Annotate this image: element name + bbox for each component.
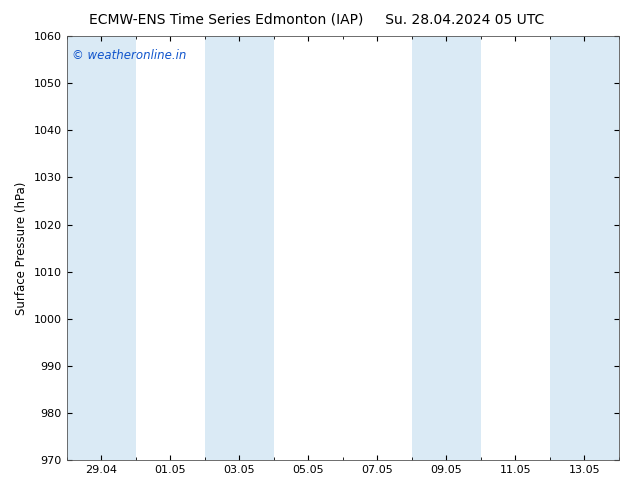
Y-axis label: Surface Pressure (hPa): Surface Pressure (hPa) (15, 181, 28, 315)
Bar (205, 36, 274, 460)
Text: ECMW-ENS Time Series Edmonton (IAP)     Su. 28.04.2024 05 UTC: ECMW-ENS Time Series Edmonton (IAP) Su. … (89, 12, 545, 26)
Bar (550, 36, 619, 460)
Bar (67, 36, 136, 460)
Text: © weatheronline.in: © weatheronline.in (72, 49, 186, 62)
Bar (412, 36, 481, 460)
